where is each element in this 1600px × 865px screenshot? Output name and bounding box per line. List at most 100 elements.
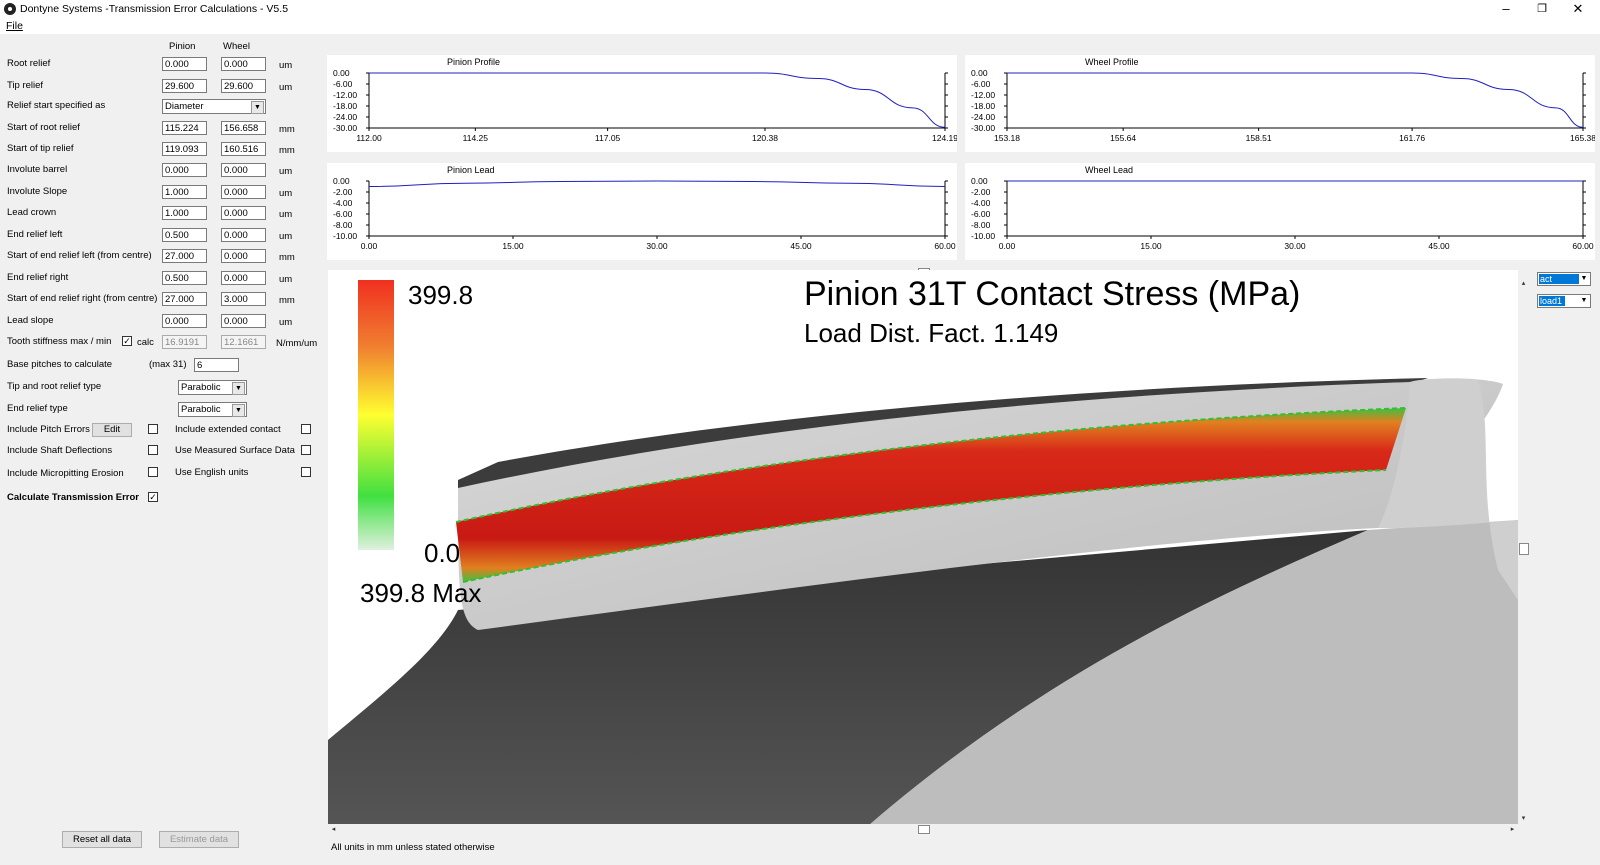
- scroll-right-arrow-icon[interactable]: ▸: [1510, 826, 1515, 833]
- stiffness-pinion-input[interactable]: 16.9191: [162, 335, 207, 349]
- scroll-thumb[interactable]: [918, 825, 930, 834]
- start-end-relief-right-wheel-input[interactable]: 3.000: [221, 292, 266, 306]
- y-tick-label: -6.00: [971, 79, 991, 89]
- menu-bar: File: [0, 20, 1600, 34]
- lead-slope-unit: um: [279, 317, 293, 328]
- involute-slope-wheel-input[interactable]: 0.000: [221, 185, 266, 199]
- x-tick-label: 0.00: [999, 241, 1016, 251]
- x-tick-label: 45.00: [1428, 241, 1450, 251]
- estimate-data-button[interactable]: Estimate data: [159, 831, 239, 848]
- shaft-deflections-label: Include Shaft Deflections: [7, 445, 113, 456]
- start-end-relief-left-wheel-input[interactable]: 0.000: [221, 249, 266, 263]
- lead-slope-wheel-input[interactable]: 0.000: [221, 314, 266, 328]
- involute-barrel-wheel-input[interactable]: 0.000: [221, 163, 266, 177]
- end-relief-left-unit: um: [279, 231, 293, 242]
- start-end-relief-left-pinion-input[interactable]: 27.000: [162, 249, 207, 263]
- chevron-down-icon: ▼: [232, 382, 245, 395]
- y-tick-label: -10.00: [971, 231, 995, 241]
- involute-slope-pinion-input[interactable]: 1.000: [162, 185, 207, 199]
- vertical-scrollbar[interactable]: ▴ ▾: [1518, 278, 1529, 824]
- pitch-errors-label: Include Pitch Errors: [7, 424, 90, 435]
- stiffness-calc-checkbox[interactable]: ✓: [122, 336, 132, 346]
- chart-title: Wheel Lead: [1085, 165, 1133, 175]
- lead-slope-pinion-input[interactable]: 0.000: [162, 314, 207, 328]
- y-tick-label: -10.00: [333, 231, 357, 241]
- y-tick-label: -4.00: [971, 198, 991, 208]
- extended-contact-label: Include extended contact: [175, 424, 281, 435]
- menu-file[interactable]: File: [6, 20, 23, 32]
- micropitting-label: Include Micropitting Erosion: [7, 468, 124, 479]
- start-end-relief-right-unit: mm: [279, 295, 295, 306]
- units-note: All units in mm unless stated otherwise: [331, 842, 495, 853]
- title-bar: Dontyne Systems -Transmission Error Calc…: [0, 0, 1600, 20]
- end-relief-left-label: End relief left: [7, 229, 63, 240]
- start-end-relief-right-pinion-input[interactable]: 27.000: [162, 292, 207, 306]
- relief-start-label: Relief start specified as: [7, 100, 106, 111]
- scroll-left-arrow-icon[interactable]: ◂: [331, 826, 336, 833]
- wheel-column-header: Wheel: [223, 41, 250, 52]
- calc-te-checkbox[interactable]: ✓: [148, 492, 158, 502]
- stiffness-calc-label: calc: [137, 337, 154, 348]
- measured-surface-checkbox[interactable]: [301, 445, 311, 455]
- y-tick-label: -4.00: [333, 198, 353, 208]
- start-tip-relief-pinion-input[interactable]: 119.093: [162, 142, 207, 156]
- end-relief-right-wheel-input[interactable]: 0.000: [221, 271, 266, 285]
- lead-crown-pinion-input[interactable]: 1.000: [162, 206, 207, 220]
- tip-root-type-select[interactable]: Parabolic ▼: [178, 380, 247, 395]
- x-tick-label: 112.00: [356, 133, 382, 143]
- start-end-relief-left-label: Start of end relief left (from centre): [7, 250, 152, 261]
- tip-root-type-label: Tip and root relief type: [7, 381, 102, 392]
- pitch-errors-checkbox[interactable]: [148, 424, 158, 434]
- shaft-deflections-checkbox[interactable]: [148, 445, 158, 455]
- relief-start-select[interactable]: Diameter ▼: [162, 99, 266, 114]
- end-relief-type-select[interactable]: Parabolic ▼: [178, 402, 247, 417]
- micropitting-checkbox[interactable]: [148, 467, 158, 477]
- result-type-select[interactable]: act stress ▼: [1537, 272, 1591, 286]
- y-tick-label: -6.00: [971, 209, 991, 219]
- root-relief-pinion-input[interactable]: 0.000: [162, 57, 207, 71]
- start-tip-relief-wheel-input[interactable]: 160.516: [221, 142, 266, 156]
- y-tick-label: -12.00: [333, 90, 357, 100]
- pinion-profile-chart: Pinion Profile 0.00 -6.00 -12.00 -18.00 -24.0…: [327, 55, 957, 152]
- start-root-relief-wheel-input[interactable]: 156.658: [221, 121, 266, 135]
- tip-relief-wheel-input[interactable]: 29.600: [221, 79, 266, 93]
- load-case-select[interactable]: load1 ▼: [1537, 294, 1591, 308]
- x-tick-label: 117.05: [595, 133, 621, 143]
- app-gear-icon: [4, 3, 16, 15]
- involute-slope-label: Involute Slope: [7, 186, 68, 197]
- chevron-down-icon: ▼: [1580, 297, 1588, 304]
- base-pitches-input[interactable]: 6: [194, 358, 239, 372]
- contact-stress-viewport[interactable]: 399.8 0.0 399.8 Max Pinion 31T Contact S…: [328, 270, 1518, 826]
- close-button[interactable]: ✕: [1572, 1, 1584, 16]
- tip-relief-pinion-input[interactable]: 29.600: [162, 79, 207, 93]
- root-relief-wheel-input[interactable]: 0.000: [221, 57, 266, 71]
- reset-all-data-button[interactable]: Reset all data: [62, 831, 142, 848]
- tooth-stiffness-label: Tooth stiffness max / min: [7, 336, 112, 347]
- scroll-down-arrow-icon[interactable]: ▾: [1521, 815, 1526, 822]
- tip-root-type-value: Parabolic: [181, 382, 221, 393]
- pinion-lead-chart: Pinion Lead 0.00 -2.00 -4.00 -6.00 -8.00 -10.0…: [327, 163, 957, 260]
- load-case-value: load1: [1539, 296, 1565, 306]
- relief-start-value: Diameter: [165, 101, 204, 112]
- bottom-horizontal-scrollbar[interactable]: ◂ ▸: [328, 824, 1518, 835]
- vertical-scroll-thumb[interactable]: [1519, 543, 1529, 555]
- end-relief-left-pinion-input[interactable]: 0.500: [162, 228, 207, 242]
- minimize-button[interactable]: –: [1502, 1, 1510, 16]
- involute-barrel-pinion-input[interactable]: 0.000: [162, 163, 207, 177]
- end-relief-right-pinion-input[interactable]: 0.500: [162, 271, 207, 285]
- end-relief-left-wheel-input[interactable]: 0.000: [221, 228, 266, 242]
- start-tip-relief-unit: mm: [279, 145, 295, 156]
- extended-contact-checkbox[interactable]: [301, 424, 311, 434]
- start-root-relief-pinion-input[interactable]: 115.224: [162, 121, 207, 135]
- y-tick-label: 0.00: [333, 176, 350, 186]
- lead-crown-wheel-input[interactable]: 0.000: [221, 206, 266, 220]
- english-units-checkbox[interactable]: [301, 467, 311, 477]
- x-tick-label: 15.00: [502, 241, 524, 251]
- maximize-button[interactable]: ❐: [1537, 3, 1547, 15]
- scroll-up-arrow-icon[interactable]: ▴: [1521, 280, 1526, 287]
- parameters-panel: Pinion Wheel Root relief 0.000 0.000 um …: [0, 34, 320, 865]
- adjacent-flank-shape: [868, 520, 1518, 826]
- x-tick-label: 30.00: [646, 241, 668, 251]
- edit-pitch-errors-button[interactable]: Edit: [92, 423, 132, 437]
- stiffness-wheel-input[interactable]: 12.1661: [221, 335, 266, 349]
